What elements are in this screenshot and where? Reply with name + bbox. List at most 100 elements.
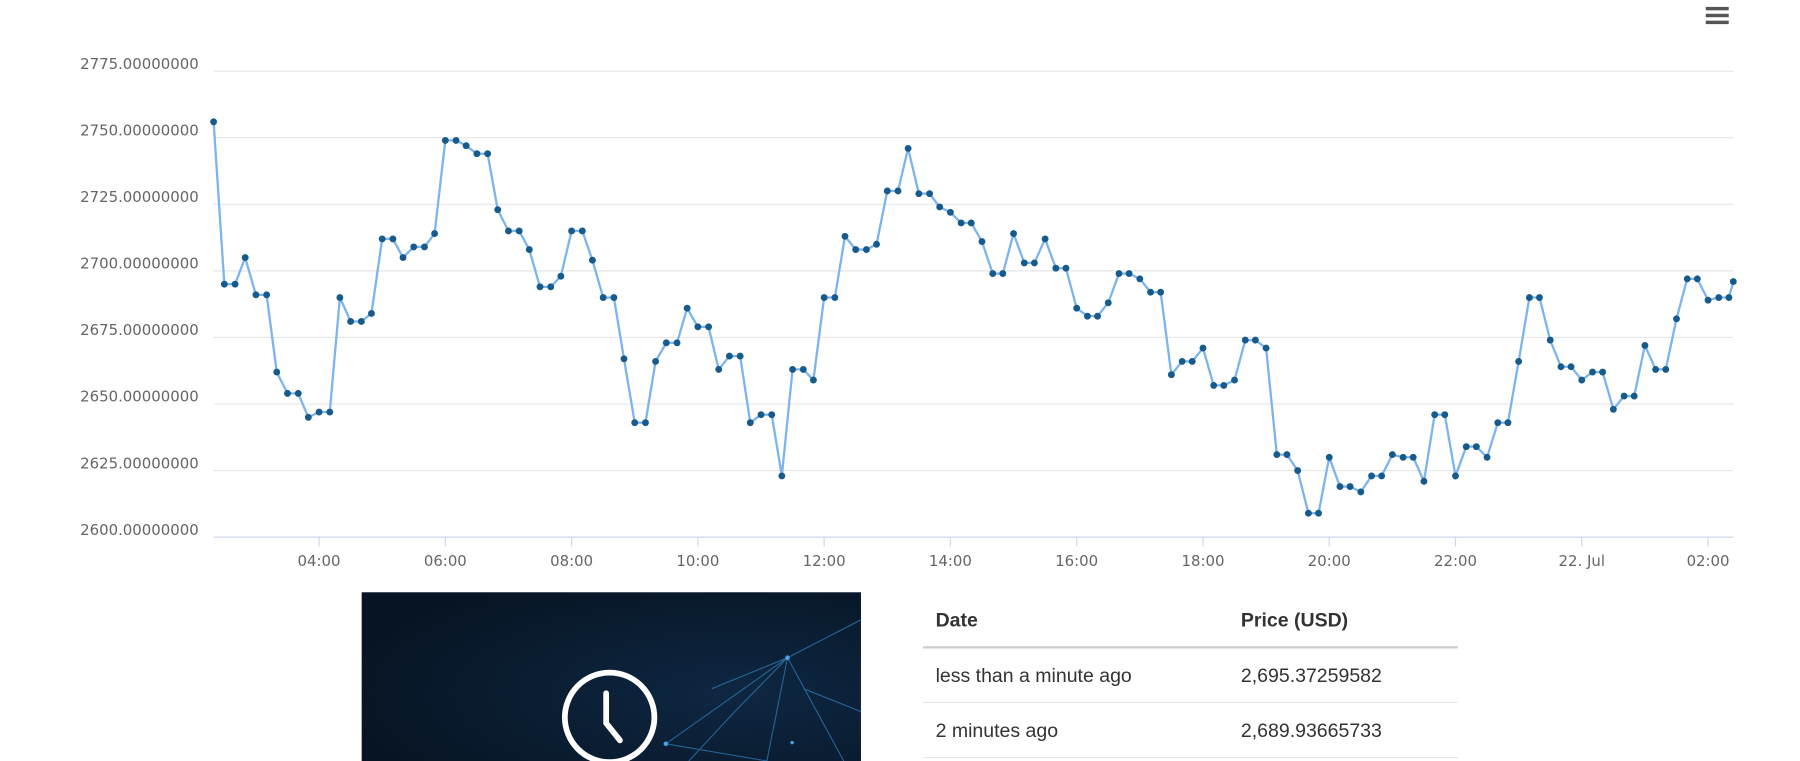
table-cell: 2 minutes ago [936,720,1059,742]
data-point [1115,270,1123,277]
data-point [662,339,670,347]
data-point [746,419,754,427]
data-point [757,411,765,419]
data-point [1431,411,1439,419]
data-point [1325,453,1333,461]
data-point [883,187,891,195]
data-point [326,408,334,416]
data-point [1729,278,1737,285]
data-point [1336,483,1344,491]
data-point [1178,357,1186,365]
data-point [841,232,849,240]
data-point [715,365,723,373]
data-point [1030,259,1038,267]
x-tick-label: 12:00 [803,552,846,570]
data-point [989,270,997,277]
data-point [1020,259,1028,267]
menu-button[interactable] [1703,4,1732,28]
data-point [736,352,744,360]
data-point [705,323,713,331]
data-point [1620,392,1628,400]
data-point [410,243,418,251]
data-point [610,294,618,301]
price-table: Date Price (USD) less than a minute ago … [922,610,1458,759]
data-point [1683,275,1691,283]
x-tick-label: 08:00 [550,552,593,570]
data-point [494,206,502,214]
data-point [368,310,375,317]
data-point [1472,443,1480,451]
data-point [1104,299,1112,307]
data-point [1441,411,1449,419]
x-tick-label: 22:00 [1434,552,1477,570]
data-point [946,208,954,216]
data-point [1220,381,1228,389]
data-point [673,339,681,347]
data-point [915,190,923,198]
data-point [1589,368,1596,376]
data-point [284,389,291,397]
data-point [1357,488,1365,496]
table-cell: 2,689.93665733 [1241,720,1382,742]
data-point [936,203,944,211]
y-tick-label: 2725.00000000 [80,188,199,206]
table-cell: 2,695.37259582 [1241,665,1382,687]
data-point [1188,357,1196,365]
data-point [1557,363,1565,371]
y-tick-label: 2650.00000000 [80,388,199,406]
data-point [473,150,481,158]
data-point [210,118,218,126]
data-point [642,419,649,427]
table-cell: less than a minute ago [936,665,1132,687]
data-point [789,365,797,373]
data-point [336,294,344,301]
data-point [536,283,544,291]
data-point [1536,294,1543,301]
data-point [1147,288,1155,296]
data-point [1599,368,1607,376]
data-point [1283,451,1291,459]
data-point [1452,472,1459,480]
data-point [1262,344,1270,352]
data-point [1199,344,1207,352]
data-point [978,238,986,246]
data-point [1083,312,1091,320]
data-point [1494,419,1502,427]
data-point [1315,509,1322,517]
data-point [294,389,302,397]
data-point [894,187,902,195]
data-point [1062,264,1070,272]
data-point [1662,365,1670,373]
x-tick-label: 16:00 [1055,552,1098,570]
data-point [462,142,470,150]
x-tick-label: 20:00 [1308,552,1351,570]
data-point [694,323,702,331]
data-point [378,235,386,243]
x-tick-label: 02:00 [1687,552,1730,570]
data-point [1378,472,1386,480]
data-point [1125,270,1133,277]
data-point [1715,294,1723,301]
data-point [347,318,355,325]
data-point [484,150,492,158]
data-point [357,318,365,325]
data-point [1041,235,1049,243]
data-point [421,243,428,251]
data-point [631,419,639,427]
data-point [1073,304,1081,312]
data-point [967,219,975,227]
y-tick-label: 2600.00000000 [80,521,199,539]
data-point [1157,288,1165,296]
data-point [315,408,323,416]
data-point [1251,336,1259,344]
banner-image [361,592,862,761]
data-point [1504,419,1512,427]
x-tick-label: 06:00 [424,552,467,570]
data-point [852,246,860,254]
column-header: Date [936,610,978,632]
data-point [1673,315,1680,323]
data-point [1630,392,1638,400]
data-point [547,283,555,291]
data-point [1546,336,1554,344]
data-point [1241,336,1249,344]
